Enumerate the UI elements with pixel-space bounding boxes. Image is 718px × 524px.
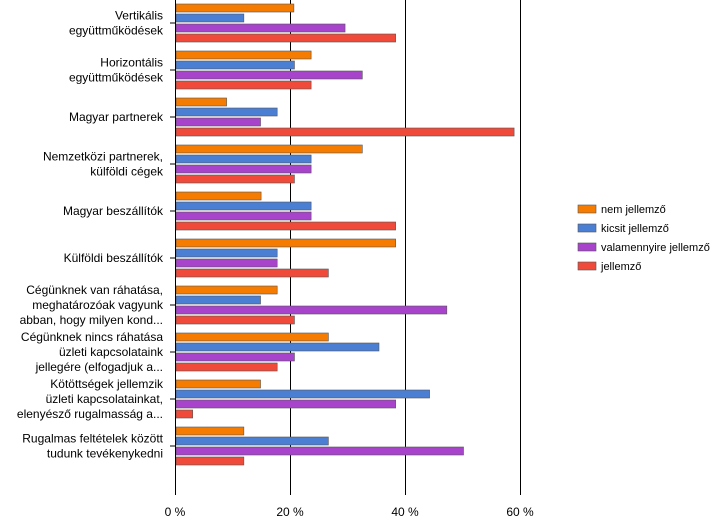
bars (175, 3, 515, 466)
bar (175, 33, 396, 43)
bar (175, 352, 295, 362)
category-label: üzleti kapcsolataink (59, 345, 164, 359)
bar (175, 211, 312, 221)
bar (175, 362, 278, 372)
legend-swatch (577, 223, 597, 233)
legend-swatch (577, 242, 597, 252)
bar (175, 201, 312, 211)
category-label: Kötöttségek jellemzik (50, 377, 164, 391)
category-label: Magyar partnerek (69, 110, 164, 124)
axes (170, 0, 176, 495)
bar (175, 285, 278, 295)
legend-label: valamennyire jellemző (601, 242, 710, 254)
bar (175, 456, 245, 466)
bar (175, 174, 295, 184)
category-labels: VertikálisegyüttműködésekHorizontálisegy… (17, 9, 164, 461)
bar (175, 258, 278, 268)
category-label: Cégünknek van ráhatása, (26, 283, 163, 297)
category-label: együttműködések (69, 24, 164, 38)
category-label: Külföldi beszállítók (64, 251, 164, 265)
bar (175, 50, 312, 60)
bar (175, 80, 312, 90)
category-label: jellegére (elfogadjuk a... (35, 360, 163, 374)
bar (175, 117, 261, 127)
bar (175, 409, 193, 419)
bar (175, 107, 278, 117)
bar (175, 399, 396, 409)
bar (175, 70, 363, 80)
legend-swatch (577, 204, 597, 214)
bar (175, 389, 430, 399)
bar (175, 332, 329, 342)
bar (175, 295, 261, 305)
legend-swatch (577, 261, 597, 271)
bar (175, 436, 329, 446)
category-label: Magyar beszállítók (63, 204, 164, 218)
bar (175, 446, 464, 456)
x-tick-labels: 0 % 20 % 40 % 60 % (165, 505, 534, 519)
bar (175, 221, 396, 231)
category-label: Rugalmas feltételek között (22, 432, 163, 446)
bar (175, 23, 346, 33)
category-label: Nemzetközi partnerek, (43, 150, 163, 164)
x-tick-label: 40 % (391, 505, 419, 519)
legend-label: kicsit jellemző (601, 223, 669, 235)
x-tick-label: 60 % (506, 505, 534, 519)
bar (175, 342, 380, 352)
bar (175, 13, 245, 23)
x-tick-label: 20 % (276, 505, 304, 519)
bar (175, 268, 329, 278)
category-label: meghatározóak vagyunk (32, 298, 164, 312)
category-label: együttműködések (69, 71, 164, 85)
category-label: külföldi cégek (90, 165, 164, 179)
bar (175, 97, 227, 107)
bar (175, 164, 312, 174)
bar (175, 60, 295, 70)
bar (175, 191, 262, 201)
category-label: üzleti kapcsolatainkat, (46, 392, 163, 406)
category-label: Cégünknek nincs ráhatása (21, 330, 163, 344)
category-label: Vertikális (115, 9, 163, 23)
bar (175, 127, 515, 137)
legend-label: nem jellemző (601, 204, 666, 216)
bar (175, 426, 245, 436)
bar (175, 315, 295, 325)
bar (175, 248, 278, 258)
bar (175, 3, 295, 13)
bar (175, 154, 312, 164)
category-label: elenyésző rugalmasság a... (17, 407, 163, 421)
bar (175, 379, 261, 389)
bar (175, 144, 363, 154)
bar (175, 305, 448, 315)
category-label: tudunk tevékenykedni (47, 447, 163, 461)
category-label: abban, hogy milyen kond... (20, 313, 163, 327)
legend: nem jellemző kicsit jellemző valamennyire … (577, 204, 710, 273)
category-label: Horizontális (100, 56, 163, 70)
bar (175, 238, 396, 248)
legend-label: jellemző (600, 261, 641, 273)
x-tick-label: 0 % (165, 505, 186, 519)
